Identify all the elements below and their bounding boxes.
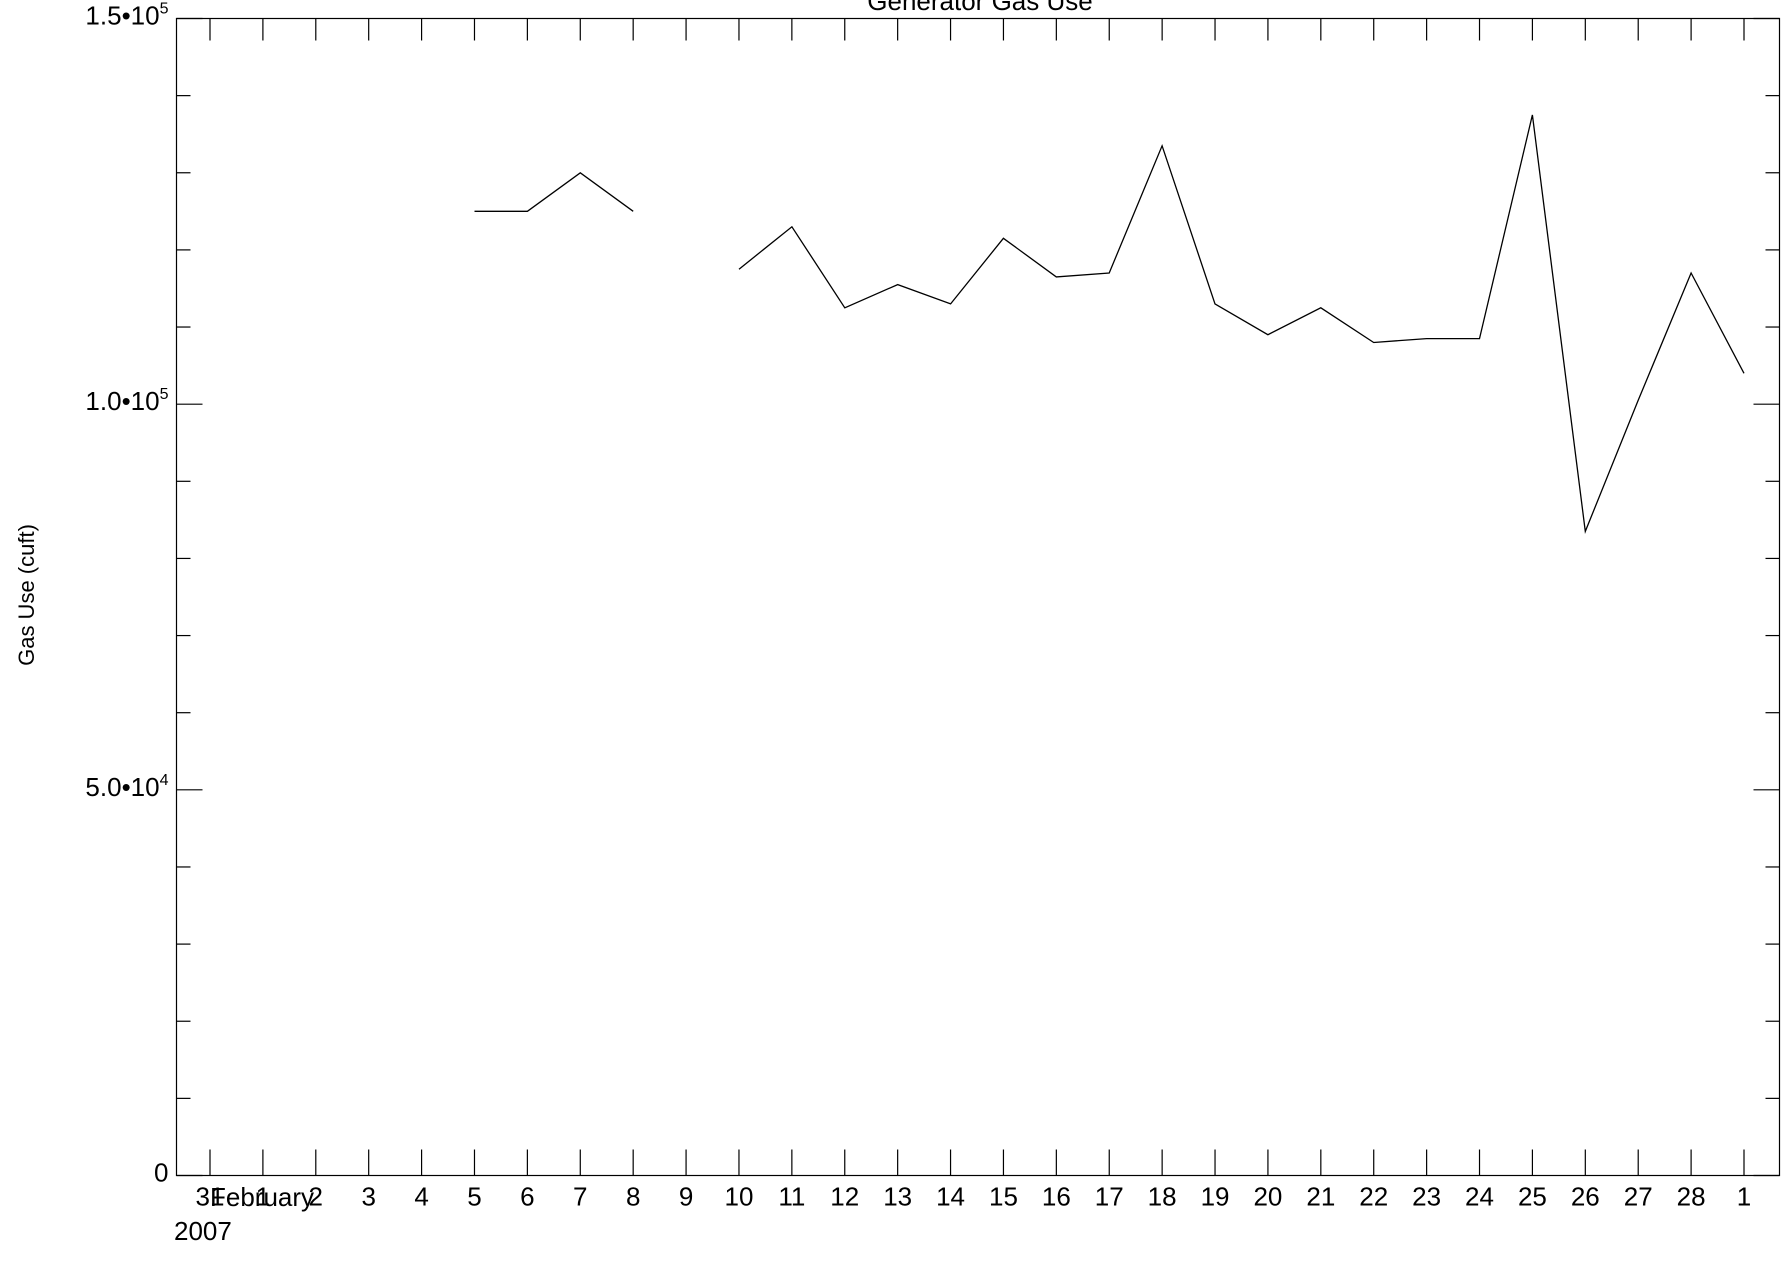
plot-frame [175,17,1781,1177]
series-lines [474,114,1745,534]
x-axis-ticks: 31 1 2 3 4 5 6 7 8 9 10 11 12 13 14 15 16 17 18 19 20 21 22 23 2… [196,18,1751,1212]
x-tick-label: 7 [573,1182,587,1212]
x-tick-label: 19 [1201,1182,1230,1212]
x-tick-label: 10 [725,1182,754,1212]
x-tick-label: 16 [1042,1182,1071,1212]
y-tick-label: 0 [154,1158,168,1188]
series-line-segment [474,171,634,212]
x-tick-label: 5 [467,1182,481,1212]
x-tick-label: 25 [1518,1182,1547,1212]
x-tick-label: 27 [1624,1182,1653,1212]
y-tick-label: 1.0•105 [85,386,168,416]
x-tick-label: 6 [520,1182,534,1212]
x-tick-label: 11 [778,1182,805,1212]
x-month-label: February [210,1182,314,1212]
x-tick-label: 18 [1148,1182,1177,1212]
x-tick-label: 21 [1306,1182,1335,1212]
y-tick-label: 5.0•104 [85,772,168,802]
x-tick-label: 9 [679,1182,693,1212]
x-tick-label: 1 [256,1182,270,1212]
x-tick-label: 8 [626,1182,640,1212]
x-tick-label: 13 [883,1182,912,1212]
y-axis-ticks: 0 5.0•104 1.0•105 1.5•105 [85,1,1780,1188]
x-tick-label: 23 [1412,1182,1441,1212]
x-tick-label: 17 [1095,1182,1124,1212]
series-line-segment [738,114,1745,534]
x-tick-label: 22 [1359,1182,1388,1212]
x-tick-label: 26 [1571,1182,1600,1212]
y-tick-label: 1.5•105 [85,1,168,31]
x-tick-label: 1 [1737,1182,1751,1212]
x-tick-label: 31 [196,1182,225,1212]
x-tick-label: 12 [830,1182,859,1212]
x-tick-label: 3 [361,1182,375,1212]
y-axis-label: Gas Use (cuft) [14,524,39,666]
x-tick-label: 2 [309,1182,323,1212]
x-tick-label: 20 [1253,1182,1282,1212]
chart-title: Generator Gas Use [867,0,1092,16]
x-tick-label: 15 [989,1182,1018,1212]
x-tick-label: 28 [1677,1182,1706,1212]
x-tick-label: 24 [1465,1182,1494,1212]
x-tick-label: 4 [414,1182,428,1212]
x-year-label: 2007 [174,1216,232,1246]
x-tick-label: 14 [936,1182,965,1212]
